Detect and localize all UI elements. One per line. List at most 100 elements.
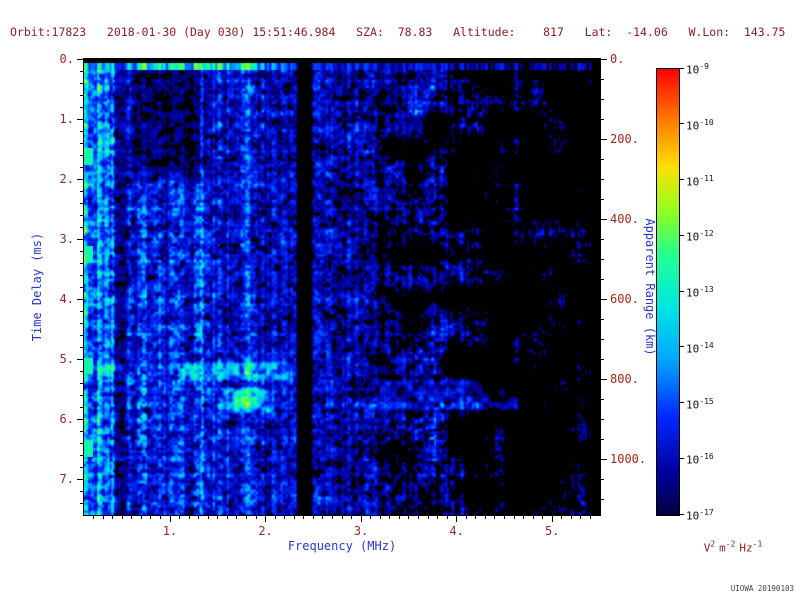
colorbar-label-exponent: -13	[699, 285, 714, 294]
y-axis-minor-tick	[80, 490, 84, 492]
colorbar-tick	[680, 67, 684, 69]
range-axis-minor-tick	[600, 158, 604, 160]
colorbar-label-exponent: -9	[699, 62, 709, 71]
colorbar-tick-label: 10-10	[686, 116, 714, 134]
x-axis-minor-tick	[284, 515, 286, 519]
header-status-line: Orbit:17823 2018-01-30 (Day 030) 15:51:4…	[10, 25, 786, 39]
x-axis-minor-tick	[341, 515, 343, 519]
y-axis-minor-tick	[80, 310, 84, 312]
y-axis-major-tick	[77, 478, 84, 480]
range-axis-minor-tick	[600, 478, 604, 480]
x-axis-minor-tick	[389, 515, 391, 519]
y-axis-minor-tick	[80, 274, 84, 276]
x-axis-tick-label: 5.	[544, 524, 560, 538]
range-axis-minor-tick	[600, 78, 604, 80]
spectrogram-canvas	[84, 59, 600, 515]
x-axis-minor-tick	[236, 515, 238, 519]
unit-volts-exponent: 2	[710, 539, 716, 549]
x-axis-minor-tick	[303, 515, 305, 519]
x-axis-minor-tick	[198, 515, 200, 519]
x-axis-tick-label: 2.	[258, 524, 273, 538]
x-axis-minor-tick	[379, 515, 381, 519]
unit-hertz-exponent: -1	[752, 539, 763, 549]
range-axis-minor-tick	[600, 238, 604, 240]
x-axis-minor-tick	[589, 515, 591, 519]
colorbar-tick-label: 10-9	[686, 60, 709, 78]
range-axis-minor-tick	[600, 338, 604, 340]
y-axis-minor-tick	[80, 286, 84, 288]
colorbar-tick-label: 10-16	[686, 450, 714, 468]
x-axis-minor-tick	[226, 515, 228, 519]
range-axis-minor-tick	[600, 178, 604, 180]
range-axis-minor-tick	[600, 398, 604, 400]
colorbar-label-mantissa: 10	[686, 453, 700, 467]
x-axis-title: Frequency (MHz)	[287, 539, 397, 553]
range-axis-minor-tick	[600, 418, 604, 420]
credit-stamp: UIOWA 20190103	[730, 584, 794, 593]
x-axis-minor-tick	[159, 515, 161, 519]
range-axis-major-tick	[600, 298, 607, 300]
x-axis-tick-label: 1.	[162, 524, 178, 538]
x-axis-minor-tick	[542, 515, 544, 519]
x-axis-major-tick	[456, 515, 458, 522]
range-axis-tick-label: 1000.	[610, 452, 647, 466]
x-axis-minor-tick	[465, 515, 467, 519]
colorbar-tick	[680, 123, 684, 125]
y-axis-minor-tick	[80, 106, 84, 108]
right-axis-title: Apparent Range (km)	[643, 218, 657, 356]
x-axis-minor-tick	[408, 515, 410, 519]
unit-volts: V	[703, 541, 711, 555]
y-axis-tick-label: 2.	[59, 172, 74, 186]
y-axis-minor-tick	[80, 190, 84, 192]
colorbar-label-mantissa: 10	[686, 175, 700, 189]
range-axis-minor-tick	[600, 358, 604, 360]
colorbar-tick-label: 10-17	[686, 506, 714, 524]
range-axis-minor-tick	[600, 118, 604, 120]
colorbar-tick	[680, 346, 684, 348]
x-axis-minor-tick	[112, 515, 114, 519]
x-axis-minor-tick	[523, 515, 525, 519]
y-axis-minor-tick	[80, 394, 84, 396]
x-axis-minor-tick	[131, 515, 133, 519]
range-axis-minor-tick	[600, 278, 604, 280]
range-axis-minor-tick	[600, 98, 604, 100]
x-axis-minor-tick	[494, 515, 496, 519]
y-axis-minor-tick	[80, 82, 84, 84]
colorbar-label-mantissa: 10	[686, 286, 700, 300]
range-axis-minor-tick	[600, 498, 604, 500]
y-axis-minor-tick	[80, 154, 84, 156]
range-axis-tick-label: 0.	[610, 52, 625, 66]
colorbar-tick-label: 10-15	[686, 395, 714, 413]
unit-meters-exponent: -2	[725, 539, 736, 549]
y-axis-minor-tick	[80, 142, 84, 144]
y-axis-major-tick	[77, 58, 84, 60]
range-axis-tick-label: 800.	[610, 372, 639, 386]
y-axis-minor-tick	[80, 202, 84, 204]
y-axis-major-tick	[77, 118, 84, 120]
y-axis-minor-tick	[80, 442, 84, 444]
x-axis-minor-tick	[446, 515, 448, 519]
x-axis-minor-tick	[207, 515, 209, 519]
x-axis-minor-tick	[188, 515, 190, 519]
y-axis-tick-label: 4.	[59, 292, 74, 306]
range-axis-minor-tick	[600, 258, 604, 260]
x-axis-minor-tick	[93, 515, 95, 519]
y-axis-minor-tick	[80, 454, 84, 456]
range-axis-tick-label: 200.	[610, 132, 639, 146]
range-axis-major-tick	[600, 58, 607, 60]
x-axis-tick-label: 4.	[449, 524, 464, 538]
colorbar-unit-label: V2 m-2 Hz-1	[704, 540, 763, 555]
range-axis-major-tick	[600, 138, 607, 140]
colorbar-tick	[680, 179, 684, 180]
x-axis-major-tick	[169, 515, 171, 522]
x-axis-minor-tick	[150, 515, 152, 519]
x-axis-minor-tick	[437, 515, 439, 519]
colorbar-label-exponent: -14	[699, 340, 714, 350]
range-axis-tick-label: 600.	[610, 292, 639, 306]
colorbar-label-exponent: -16	[699, 452, 714, 462]
colorbar-label-mantissa: 10	[686, 63, 700, 77]
y-axis-title: Time Delay (ms)	[30, 232, 44, 342]
y-axis-minor-tick	[80, 502, 84, 504]
y-axis-minor-tick	[80, 370, 84, 372]
x-axis-minor-tick	[484, 515, 486, 519]
